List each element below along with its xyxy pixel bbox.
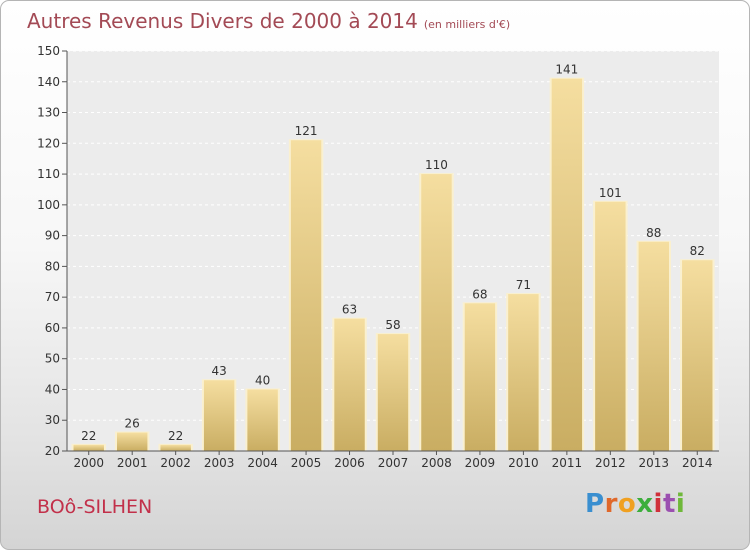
bar	[290, 140, 322, 451]
bar-value-label: 71	[516, 278, 531, 292]
bar	[464, 303, 496, 451]
bar-value-label: 88	[646, 226, 661, 240]
bar-value-label: 110	[425, 158, 448, 172]
bar-value-label: 82	[690, 244, 705, 258]
x-tick-label: 2001	[117, 456, 148, 470]
bar-value-label: 101	[599, 186, 622, 200]
chart-title-text: Autres Revenus Divers de 2000 à 2014	[27, 9, 418, 33]
bar	[116, 432, 148, 451]
x-tick-label: 2003	[204, 456, 235, 470]
bar-value-label: 141	[555, 63, 578, 77]
logo-letter: r	[604, 489, 618, 519]
logo-letter: x	[636, 489, 654, 519]
x-tick-label: 2014	[682, 456, 713, 470]
x-tick-label: 2008	[421, 456, 452, 470]
logo-letter: t	[662, 489, 676, 519]
bar	[203, 380, 235, 451]
logo-letter: i	[675, 489, 686, 519]
logo-letter: P	[585, 489, 605, 519]
y-tick-label: 60	[45, 321, 60, 335]
x-tick-label: 2012	[595, 456, 626, 470]
y-tick-label: 120	[37, 136, 60, 150]
y-tick-label: 130	[37, 106, 60, 120]
bar-value-label: 121	[295, 124, 318, 138]
bar	[377, 334, 409, 451]
bar-value-label: 22	[168, 429, 183, 443]
y-tick-label: 110	[37, 167, 60, 181]
y-tick-label: 30	[45, 413, 60, 427]
x-tick-label: 2007	[378, 456, 409, 470]
bar	[160, 444, 191, 451]
bar	[595, 201, 626, 451]
bar-value-label: 26	[125, 417, 140, 431]
x-tick-label: 2013	[639, 456, 670, 470]
bar	[334, 318, 365, 451]
y-tick-label: 90	[45, 229, 60, 243]
chart-unit: (en milliers d'€)	[423, 18, 511, 31]
x-tick-label: 2004	[247, 456, 278, 470]
bar-value-label: 40	[255, 373, 270, 387]
y-tick-label: 50	[45, 352, 60, 366]
y-tick-label: 80	[45, 259, 60, 273]
logo-letter: i	[653, 489, 663, 519]
x-tick-label: 2005	[291, 456, 322, 470]
bar-value-label: 58	[385, 318, 400, 332]
bar	[551, 78, 583, 451]
bar	[247, 389, 278, 451]
bar-value-label: 43	[211, 364, 226, 378]
bar	[508, 294, 539, 451]
logo-letter: o	[617, 489, 637, 519]
x-tick-label: 2009	[465, 456, 496, 470]
x-tick-label: 2000	[73, 456, 104, 470]
y-tick-label: 100	[37, 198, 60, 212]
y-tick-label: 140	[37, 75, 60, 89]
chart-title: Autres Revenus Divers de 2000 à 2014 (en …	[27, 9, 510, 33]
x-tick-label: 2011	[552, 456, 583, 470]
bar	[73, 444, 104, 451]
y-tick-label: 40	[45, 382, 60, 396]
x-tick-label: 2006	[334, 456, 365, 470]
x-tick-label: 2002	[160, 456, 191, 470]
bar-value-label: 22	[81, 429, 96, 443]
y-tick-label: 70	[45, 290, 60, 304]
bar-value-label: 63	[342, 303, 357, 317]
bar-value-label: 68	[472, 287, 487, 301]
bar	[421, 174, 452, 452]
x-tick-label: 2010	[508, 456, 539, 470]
y-tick-label: 20	[45, 444, 60, 458]
bar	[638, 241, 670, 451]
bar	[682, 260, 713, 451]
y-tick-label: 150	[37, 44, 60, 58]
proxiti-logo: Proxiti	[585, 489, 685, 519]
place-name: BOô-SILHEN	[37, 496, 153, 518]
